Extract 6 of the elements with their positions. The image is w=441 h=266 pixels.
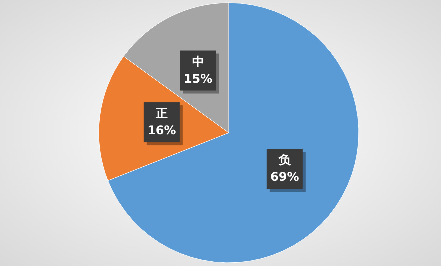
data-label: 16% [148, 124, 176, 138]
slice-label: 负 [278, 152, 292, 167]
slice-label: 正 [154, 106, 168, 121]
slice-label: 中 [192, 54, 204, 69]
data-label: 69% [270, 170, 300, 184]
data-label: 15% [184, 72, 213, 86]
